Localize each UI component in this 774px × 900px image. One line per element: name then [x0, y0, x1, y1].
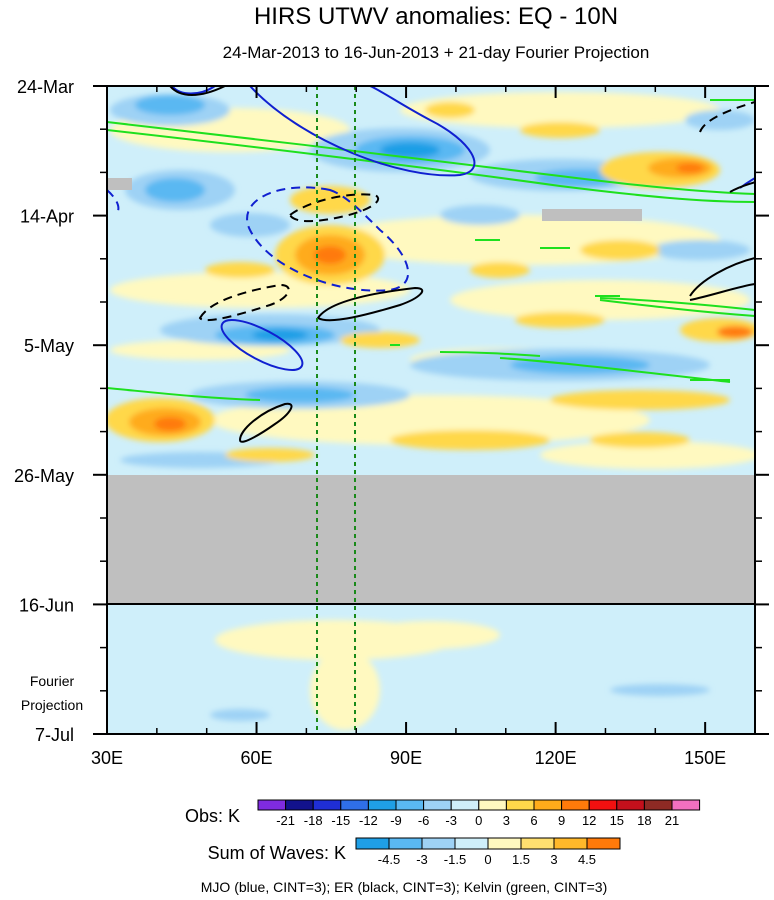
colorbar-level-label: -6 — [418, 813, 430, 828]
colorbar-swatch — [520, 837, 555, 850]
colorbar-swatch — [671, 799, 701, 811]
colorbar-level-label: -18 — [304, 813, 323, 828]
y-tick-label: 14-Apr — [20, 207, 74, 227]
kelvin-contours — [107, 99, 755, 401]
obs-colorbar-label: Obs: K — [185, 806, 240, 826]
colorbar-swatch — [340, 799, 369, 811]
observed-anomaly-field — [107, 92, 755, 469]
missing-data-block — [107, 475, 755, 604]
x-tick-label: 60E — [241, 748, 273, 768]
colorbar-swatch — [285, 799, 314, 811]
er-negative-contours — [198, 101, 755, 322]
colorbar-swatch — [533, 799, 563, 811]
contour-note: MJO (blue, CINT=3); ER (black, CINT=3); … — [201, 879, 608, 895]
er-contours — [169, 86, 755, 443]
colorbar-level-label: 6 — [530, 813, 537, 828]
plot-frame — [106, 85, 756, 735]
colorbar-level-label: 3 — [550, 852, 557, 867]
colorbar-level-label: -3 — [416, 852, 428, 867]
colorbar-swatch — [454, 837, 489, 850]
projection-label-line1: Fourier — [30, 673, 75, 689]
y-tick-label: 24-Mar — [17, 77, 74, 97]
colorbar-swatch — [478, 799, 507, 811]
x-tick-label: 150E — [684, 748, 726, 768]
colorbar-swatch — [586, 837, 621, 850]
projection-label-line2: Projection — [21, 697, 83, 713]
mjo-contours — [171, 86, 755, 371]
colorbar-level-label: 15 — [610, 813, 624, 828]
colorbar-swatch — [450, 799, 480, 811]
colorbar-level-label: 1.5 — [512, 852, 530, 867]
projection-field — [210, 620, 710, 730]
colorbar-level-label: 21 — [665, 813, 679, 828]
x-tick-label: 120E — [535, 748, 577, 768]
colorbar-swatch — [561, 799, 590, 811]
colorbar-swatch — [421, 837, 456, 850]
y-tick-label: 16-Jun — [19, 595, 74, 615]
colorbar-swatch — [588, 799, 618, 811]
colorbar-level-label: -12 — [359, 813, 378, 828]
colorbar-level-label: 18 — [637, 813, 651, 828]
colorbar-swatch — [257, 799, 287, 811]
chart-subtitle: 24-Mar-2013 to 16-Jun-2013 + 21-day Four… — [223, 43, 650, 62]
colorbar-level-label: -3 — [445, 813, 457, 828]
y-tick-label: 5-May — [24, 336, 74, 356]
mjo-negative-contours — [107, 186, 409, 292]
colorbar-level-label: 12 — [582, 813, 596, 828]
chart-title: HIRS UTWV anomalies: EQ - 10N — [254, 3, 618, 30]
colorbar-swatch — [505, 799, 535, 811]
y-tick-label: 7-Jul — [35, 725, 74, 745]
colorbar-swatch — [553, 837, 588, 850]
colorbar-swatch — [487, 837, 522, 850]
colorbar-swatch — [395, 799, 425, 811]
colorbar-level-label: -15 — [331, 813, 350, 828]
colorbar-swatch — [616, 799, 645, 811]
y-tick-label: 26-May — [14, 466, 74, 486]
colorbar-level-label: 0 — [475, 813, 482, 828]
y-axis: 24-Mar 14-Apr 5-May 26-May 16-Jun 7-Jul — [14, 77, 769, 745]
colorbar-level-label: -4.5 — [378, 852, 400, 867]
colorbar-level-label: 9 — [558, 813, 565, 828]
x-tick-label: 30E — [91, 748, 123, 768]
waves-colorbar: -4.5 -3 -1.5 0 1.5 3 4.5 — [355, 837, 621, 867]
colorbar-level-label: 0 — [484, 852, 491, 867]
colorbar-swatch — [312, 799, 342, 811]
waves-colorbar-label: Sum of Waves: K — [208, 843, 346, 863]
colorbar-swatch — [423, 799, 452, 811]
x-axis: 30E 60E 90E 120E 150E — [91, 86, 726, 768]
colorbar-level-label: -1.5 — [444, 852, 466, 867]
colorbar-swatch — [355, 837, 390, 850]
colorbar-level-label: 3 — [503, 813, 510, 828]
obs-colorbar: -21 -18 -15 -12 -9 -6 -3 0 3 6 9 12 15 18 21 — [257, 799, 701, 828]
colorbar-swatch — [388, 837, 423, 850]
colorbar-level-label: 4.5 — [578, 852, 596, 867]
missing-data-patch-1 — [108, 178, 132, 190]
colorbar-swatch — [643, 799, 673, 811]
colorbar-swatch — [367, 799, 397, 811]
colorbar-level-label: -9 — [390, 813, 402, 828]
missing-data-patch-2 — [542, 209, 642, 221]
colorbar-level-label: -21 — [276, 813, 295, 828]
x-tick-label: 90E — [390, 748, 422, 768]
